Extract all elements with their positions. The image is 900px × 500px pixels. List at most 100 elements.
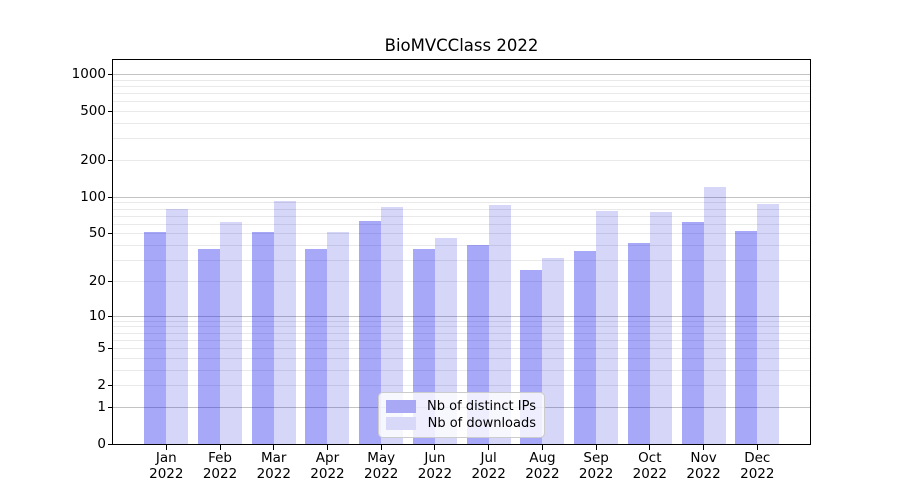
legend-swatch-distinct-ips — [386, 399, 416, 413]
legend-item-distinct-ips: Nb of distinct IPs — [386, 399, 536, 414]
y-tick — [108, 160, 113, 161]
x-tick-year: 2022 — [740, 465, 775, 482]
x-tick-year: 2022 — [256, 465, 291, 482]
x-tick-year: 2022 — [632, 465, 668, 482]
minor-gridline — [113, 101, 810, 103]
y-tick-label: 20 — [88, 272, 106, 289]
minor-gridline — [113, 138, 810, 140]
x-tick-year: 2022 — [310, 465, 345, 482]
minor-gridline — [113, 79, 810, 81]
y-tick — [108, 280, 113, 282]
x-tick-year: 2022 — [471, 465, 506, 482]
bar-nb-of-downloads-mar — [273, 201, 296, 444]
x-tick — [488, 445, 490, 450]
x-tick — [434, 445, 436, 450]
x-tick-year: 2022 — [525, 465, 560, 482]
x-tick — [541, 445, 543, 450]
gridline — [113, 196, 810, 198]
gridline — [113, 385, 810, 387]
x-tick-label: Dec 2022 — [725, 450, 789, 482]
x-tick-label: Nov 2022 — [672, 450, 736, 482]
x-tick-label: Mar 2022 — [242, 450, 306, 482]
minor-gridline — [113, 208, 810, 210]
minor-gridline — [113, 369, 810, 371]
x-tick-label: Jul 2022 — [457, 450, 521, 482]
x-tick-label: Jan 2022 — [134, 450, 198, 482]
y-tick-label: 1000 — [71, 66, 106, 83]
x-tick-label: Apr 2022 — [295, 450, 359, 482]
y-tick — [108, 74, 113, 76]
bar-nb-of-downloads-sep — [596, 210, 619, 444]
minor-gridline — [113, 320, 810, 322]
bar-nb-of-downloads-may — [381, 207, 404, 444]
x-tick-year: 2022 — [202, 465, 238, 482]
bar-nb-of-downloads-aug — [542, 258, 565, 444]
x-tick — [380, 445, 382, 450]
y-tick — [108, 348, 113, 350]
minor-gridline — [113, 339, 810, 341]
x-tick-label: Oct 2022 — [618, 450, 682, 482]
bar-nb-of-distinct-ips-apr — [305, 249, 328, 444]
x-tick — [756, 445, 758, 450]
minor-gridline — [113, 332, 810, 334]
minor-gridline — [113, 260, 810, 262]
gridline — [113, 315, 810, 317]
minor-gridline — [113, 202, 810, 204]
chart-title: BioMVCClass 2022 — [384, 36, 539, 55]
x-tick-label: Jun 2022 — [403, 450, 467, 482]
legend-swatch-downloads — [386, 417, 416, 431]
y-tick — [108, 196, 113, 198]
y-tick-label: 50 — [88, 225, 106, 242]
y-tick-label: 500 — [80, 103, 106, 120]
minor-gridline — [113, 215, 810, 217]
y-tick — [108, 111, 113, 113]
bar-nb-of-distinct-ips-feb — [198, 249, 221, 444]
x-tick-year: 2022 — [364, 465, 399, 482]
legend-label-downloads: Nb of downloads — [427, 416, 536, 432]
x-tick — [649, 445, 651, 450]
gridline — [113, 348, 810, 350]
gridline — [113, 74, 810, 76]
x-tick-year: 2022 — [578, 465, 614, 482]
minor-gridline — [113, 326, 810, 328]
x-tick-year: 2022 — [417, 465, 453, 482]
gridline — [113, 280, 810, 282]
x-tick — [273, 445, 275, 450]
y-tick — [108, 385, 113, 387]
y-tick-label: 5 — [97, 340, 106, 357]
x-tick-label: Aug 2022 — [510, 450, 574, 482]
legend-label-distinct-ips: Nb of distinct IPs — [427, 398, 536, 414]
minor-gridline — [113, 123, 810, 125]
bar-nb-of-distinct-ips-may — [359, 221, 382, 444]
y-tick-label: 2 — [97, 377, 106, 394]
bar-nb-of-distinct-ips-jan — [144, 232, 167, 444]
minor-gridline — [113, 357, 810, 359]
y-tick — [108, 233, 113, 235]
x-tick — [703, 445, 705, 450]
x-tick — [165, 445, 167, 450]
x-tick — [595, 445, 597, 450]
legend: Nb of distinct IPs Nb of downloads — [378, 392, 545, 438]
bar-nb-of-downloads-dec — [757, 203, 780, 444]
minor-gridline — [113, 245, 810, 247]
bar-nb-of-distinct-ips-dec — [735, 231, 758, 444]
y-tick-label: 200 — [80, 152, 106, 168]
plot-area — [113, 60, 810, 444]
x-tick-label: Feb 2022 — [188, 450, 252, 482]
x-tick-label: May 2022 — [349, 450, 413, 482]
gridline — [113, 160, 810, 161]
bar-nb-of-downloads-feb — [220, 222, 243, 444]
bar-nb-of-distinct-ips-nov — [681, 222, 704, 444]
bar-nb-of-downloads-oct — [649, 212, 672, 444]
x-tick — [326, 445, 328, 450]
x-tick-year: 2022 — [149, 465, 184, 482]
bar-nb-of-downloads-jan — [166, 208, 189, 444]
y-tick — [108, 444, 113, 445]
bar-nb-of-downloads-jul — [488, 205, 511, 444]
y-tick-label: 10 — [88, 307, 106, 324]
bar-nb-of-downloads-apr — [327, 232, 350, 444]
bar-nb-of-downloads-nov — [703, 187, 726, 444]
bar-nb-of-distinct-ips-mar — [251, 232, 274, 444]
y-tick-label: 1 — [97, 398, 106, 415]
